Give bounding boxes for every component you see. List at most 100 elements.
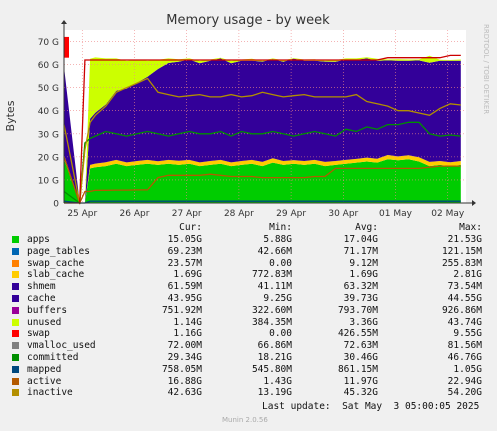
x-tick-label: 25 Apr	[67, 209, 97, 219]
y-tick-label: 50 G	[38, 84, 59, 94]
legend-series-name: active	[27, 375, 62, 387]
legend-min-value: 66.86M	[257, 340, 292, 352]
legend-min-value: 1.43G	[263, 375, 292, 387]
legend-min-value: 772.83M	[251, 269, 292, 281]
legend-series-name: mapped	[27, 363, 62, 375]
legend-avg-value: 1.69G	[349, 269, 378, 281]
legend-max-value: 81.56M	[447, 340, 482, 352]
legend-avg-value: 426.55M	[337, 328, 378, 340]
legend-cur-value: 1.16G	[173, 328, 202, 340]
legend-min-value: 42.66M	[257, 245, 292, 257]
legend-cur-value: 751.92M	[161, 304, 202, 316]
legend-max-value: 1.05G	[453, 363, 482, 375]
legend-swatch	[12, 365, 19, 373]
legend-header-min: Min:	[269, 222, 292, 233]
legend-series-name: shmem	[27, 281, 56, 293]
chart-title: Memory usage - by week	[166, 13, 330, 28]
legend-series-name: committed	[27, 352, 79, 363]
legend-swatch	[12, 247, 19, 255]
legend-cur-value: 42.63G	[167, 387, 202, 399]
legend-min-value: 322.60M	[251, 304, 292, 316]
legend-cur-value: 29.34G	[167, 352, 202, 363]
legend-min-value: 0.00	[269, 257, 292, 269]
line-active	[63, 156, 461, 205]
y-tick-label: 30 G	[38, 130, 59, 140]
y-tick-label: 0	[53, 200, 59, 210]
line-inactive	[63, 77, 461, 204]
area-unused	[64, 55, 461, 203]
legend-swatch	[12, 354, 19, 361]
legend-max-value: 21.53G	[447, 234, 482, 245]
y-tick-label: 70 G	[38, 38, 59, 48]
legend-min-value: 9.25G	[263, 293, 292, 304]
legend-avg-value: 9.12M	[349, 257, 378, 269]
legend-swatch	[12, 342, 19, 350]
area-apps	[64, 159, 461, 203]
legend-cur-value: 61.59M	[167, 281, 202, 293]
y-tick-label: 60 G	[38, 61, 59, 71]
legend-series-name: inactive	[27, 387, 73, 399]
legend-cur-value: 72.00M	[167, 340, 202, 352]
legend-max-value: 73.54M	[447, 281, 482, 293]
legend-min-value: 545.80M	[251, 363, 292, 375]
line-mapped	[63, 200, 461, 204]
x-axis-arrow	[472, 200, 476, 206]
line-vmalloc_used	[64, 54, 461, 204]
legend-avg-value: 17.04G	[343, 234, 378, 245]
legend-swatch	[12, 259, 19, 267]
legend-series-name: page_tables	[27, 245, 90, 257]
legend-min-value: 5.88G	[263, 234, 292, 245]
area-cache	[64, 58, 461, 204]
last-update-text: Last update: Sat May 3 05:00:05 2025	[262, 401, 480, 412]
legend-cur-value: 23.57M	[167, 257, 202, 269]
legend-series-name: slab_cache	[27, 269, 85, 281]
legend-cur-value: 16.88G	[167, 375, 202, 387]
legend-max-value: 2.81G	[453, 269, 482, 281]
legend-avg-value: 71.17M	[343, 245, 378, 257]
legend-header-row: Cur: Min: Avg: Max:	[0, 222, 482, 234]
legend-header-max: Max:	[459, 222, 482, 233]
area-slab_cache	[64, 154, 461, 203]
legend-swatch	[12, 389, 19, 397]
legend-series-name: apps	[27, 234, 50, 245]
legend-swatch	[12, 306, 19, 314]
legend-swatch	[12, 330, 19, 338]
legend-max-value: 44.55G	[447, 293, 482, 304]
legend-max-value: 121.15M	[441, 245, 482, 257]
legend-cur-value: 1.69G	[173, 269, 202, 281]
rrdtool-watermark: RRDTOOL / TOBI OETIKER	[482, 24, 490, 114]
line-committed	[63, 121, 461, 205]
legend-avg-value: 793.70M	[337, 304, 378, 316]
legend-swatch	[12, 236, 19, 243]
y-tick-label: 10 G	[38, 176, 59, 186]
legend-min-value: 41.11M	[257, 281, 292, 293]
legend-max-value: 43.74G	[447, 316, 482, 328]
y-axis-label: Bytes	[4, 100, 17, 131]
legend-avg-value: 72.63M	[343, 340, 378, 352]
legend-avg-value: 39.73G	[343, 293, 378, 304]
legend-cur-value: 43.95G	[167, 293, 202, 304]
legend-avg-value: 30.46G	[343, 352, 378, 363]
legend-header-cur: Cur:	[179, 222, 202, 233]
x-tick-label: 27 Apr	[172, 209, 202, 219]
legend-min-value: 13.19G	[257, 387, 292, 399]
munin-version: Munin 2.0.56	[222, 416, 268, 424]
y-tick-label: 20 G	[38, 153, 59, 163]
legend-cur-value: 1.14G	[173, 316, 202, 328]
x-tick-label: 28 Apr	[224, 209, 254, 219]
legend-series-name: unused	[27, 316, 62, 328]
legend-series-name: swap	[27, 328, 50, 340]
x-tick-label: 01 May	[379, 209, 413, 219]
legend-cur-value: 15.05G	[167, 234, 202, 245]
legend-swatch	[12, 318, 19, 326]
x-tick-label: 29 Apr	[276, 209, 306, 219]
legend-max-value: 22.94G	[447, 375, 482, 387]
x-tick-label: 30 Apr	[328, 209, 358, 219]
legend-swatch	[12, 283, 19, 291]
legend-cur-value: 758.05M	[161, 363, 202, 375]
legend-swatch	[12, 377, 19, 385]
legend-avg-value: 45.32G	[343, 387, 378, 399]
legend-avg-value: 861.15M	[337, 363, 378, 375]
legend-min-value: 384.35M	[251, 316, 292, 328]
